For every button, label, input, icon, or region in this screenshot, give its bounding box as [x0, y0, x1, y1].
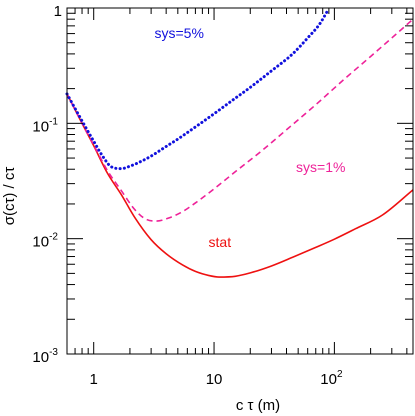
y-tick-label: 1	[54, 3, 62, 20]
annotation-sys-1: sys=1%	[296, 159, 345, 175]
series-line-sys-1	[66, 18, 414, 222]
x-tick-label: 10	[206, 371, 223, 388]
x-tick-label: 1	[90, 371, 98, 388]
series-line-stat	[66, 93, 414, 278]
axis-tick-labels: 1 10 102 10-3 10-2 10-1 1	[32, 3, 343, 388]
series-line-sys-5	[65, 9, 330, 171]
y-tick-label: 10-1	[32, 116, 58, 135]
annotation-stat: stat	[209, 234, 232, 250]
y-axis-label: σ(cτ) / cτ	[1, 167, 18, 226]
y-tick-label: 10-2	[32, 232, 58, 251]
y-tick-label: 10-3	[32, 347, 58, 366]
x-tick-label: 102	[320, 369, 343, 388]
chart-curves	[65, 9, 414, 278]
plot-frame	[66, 7, 414, 355]
annotation-sys-5: sys=5%	[154, 25, 203, 41]
x-axis-label: c τ (m)	[236, 397, 280, 414]
axis-ticks	[66, 7, 413, 355]
series-annotations: sys=5% sys=1% stat	[154, 25, 345, 250]
